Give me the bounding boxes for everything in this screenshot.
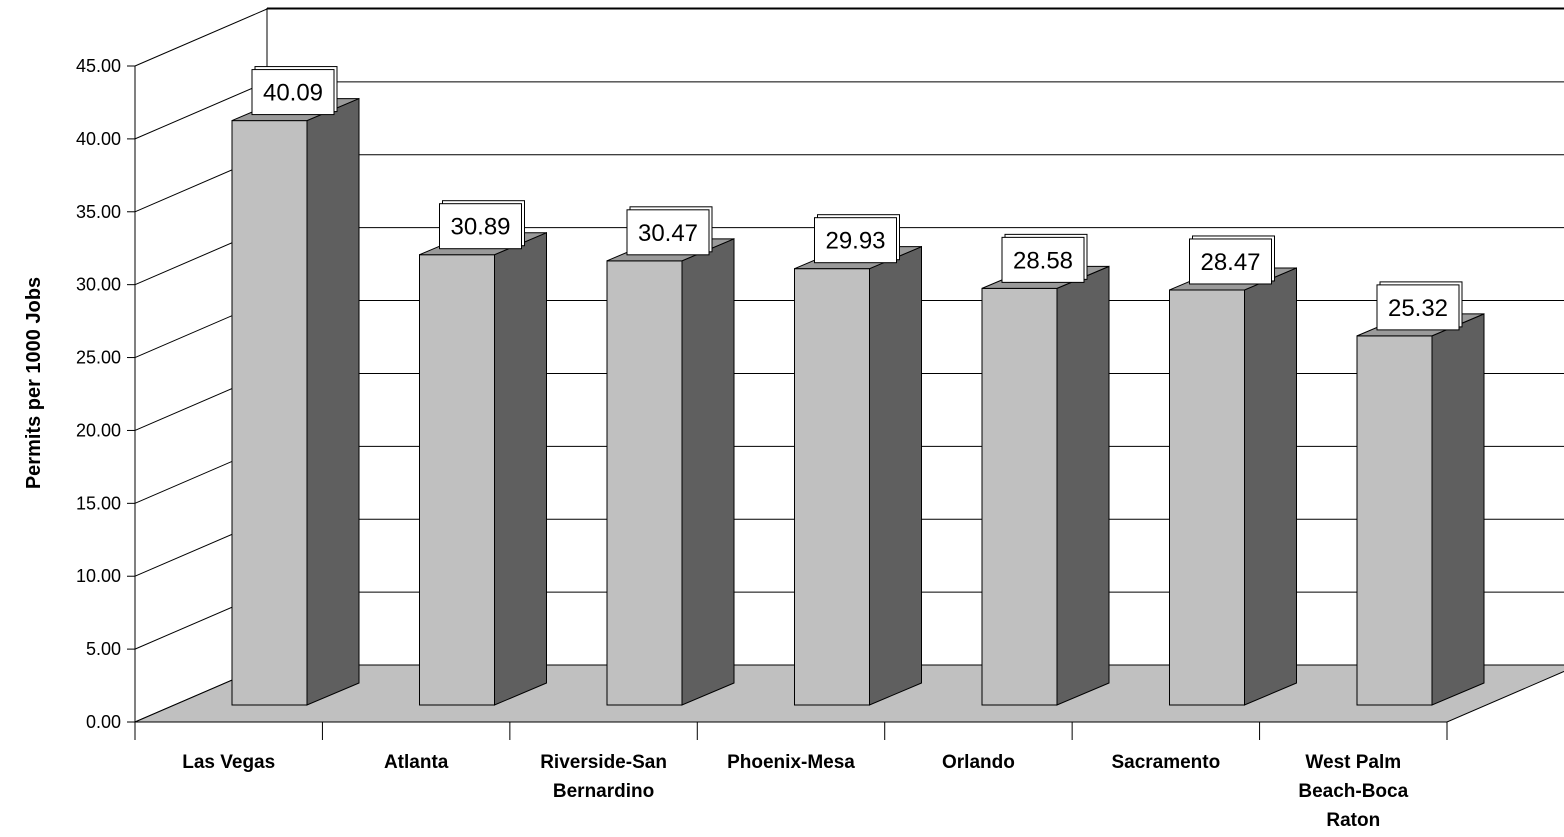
x-tick-label: Sacramento bbox=[1111, 752, 1220, 773]
bar bbox=[231, 97, 360, 706]
bar-front bbox=[1356, 335, 1433, 706]
data-label-text: 28.58 bbox=[1013, 247, 1073, 274]
y-tick-label: 35.00 bbox=[76, 202, 121, 222]
bar bbox=[419, 231, 547, 706]
bar bbox=[981, 265, 1110, 706]
bar-side bbox=[494, 231, 547, 706]
y-axis-label: Permits per 1000 Jobs bbox=[23, 277, 45, 489]
y-tick-label: 40.00 bbox=[76, 129, 121, 149]
x-axis: Las Vegas Atlanta Riverside-San Bernardino P… bbox=[134, 721, 1448, 831]
data-label-box bbox=[1189, 238, 1272, 285]
data-label-box bbox=[626, 209, 710, 256]
bar-side bbox=[1431, 313, 1485, 706]
y-tick-label: 15.00 bbox=[76, 493, 121, 513]
data-label: 30.47 bbox=[626, 206, 713, 256]
data-labels: 40.09 30.89 30.47 29.93 28.58 28.47 25.32 bbox=[251, 66, 1463, 331]
data-label: 40.09 bbox=[251, 66, 338, 116]
data-label: 28.47 bbox=[1189, 235, 1275, 285]
x-tick-label: Phoenix-Mesa bbox=[727, 752, 855, 773]
data-label-text: 28.47 bbox=[1200, 249, 1260, 276]
x-tick-label: West Palm Beach-Boca Raton bbox=[1298, 752, 1408, 831]
bar-side bbox=[1056, 265, 1110, 706]
data-label-text: 25.32 bbox=[1388, 295, 1448, 322]
data-label: 30.89 bbox=[439, 200, 525, 250]
data-label-box bbox=[251, 69, 335, 116]
bar-front bbox=[1169, 289, 1245, 706]
x-tick-label: Las Vegas bbox=[182, 752, 275, 773]
data-label-text: 30.47 bbox=[638, 220, 698, 247]
x-tick-label: Atlanta bbox=[384, 752, 449, 773]
data-label: 29.93 bbox=[814, 214, 900, 264]
x-tick-label: Riverside-San Bernardino bbox=[540, 752, 667, 802]
x-tick-label: Orlando bbox=[942, 752, 1015, 773]
data-label-box bbox=[1376, 284, 1460, 331]
y-tick-label: 10.00 bbox=[76, 566, 121, 586]
bar-front bbox=[606, 260, 683, 706]
bar-side bbox=[306, 97, 360, 706]
bar bbox=[1169, 267, 1297, 706]
gridline-side bbox=[134, 8, 268, 67]
bar bbox=[794, 245, 922, 706]
bar-side bbox=[1244, 267, 1297, 706]
data-label-text: 40.09 bbox=[263, 80, 323, 107]
bar-front bbox=[419, 254, 495, 706]
bar bbox=[606, 238, 735, 706]
data-label-text: 29.93 bbox=[825, 228, 885, 255]
y-axis: 0.00 5.00 10.00 15.00 20.00 25.00 30.00 35.00 40… bbox=[76, 56, 136, 732]
y-tick-label: 30.00 bbox=[76, 275, 121, 295]
y-tick-label: 5.00 bbox=[86, 639, 121, 659]
bar-side bbox=[869, 245, 922, 706]
y-tick-label: 20.00 bbox=[76, 420, 121, 440]
y-tick-label: 0.00 bbox=[86, 712, 121, 732]
bar-side bbox=[681, 238, 735, 706]
y-tick-label: 25.00 bbox=[76, 348, 121, 368]
bar-front bbox=[794, 268, 870, 706]
gridline-side bbox=[134, 81, 268, 140]
data-label: 25.32 bbox=[1376, 281, 1463, 331]
data-label-box bbox=[439, 203, 522, 250]
data-label-text: 30.89 bbox=[450, 214, 510, 241]
data-label-box bbox=[814, 217, 897, 264]
bars bbox=[231, 97, 1485, 706]
y-tick-label: 45.00 bbox=[76, 56, 121, 76]
bar-front bbox=[231, 120, 308, 706]
data-label: 28.58 bbox=[1001, 233, 1088, 283]
bar-front bbox=[981, 287, 1058, 706]
data-label-box bbox=[1001, 236, 1085, 283]
bar bbox=[1356, 313, 1485, 706]
